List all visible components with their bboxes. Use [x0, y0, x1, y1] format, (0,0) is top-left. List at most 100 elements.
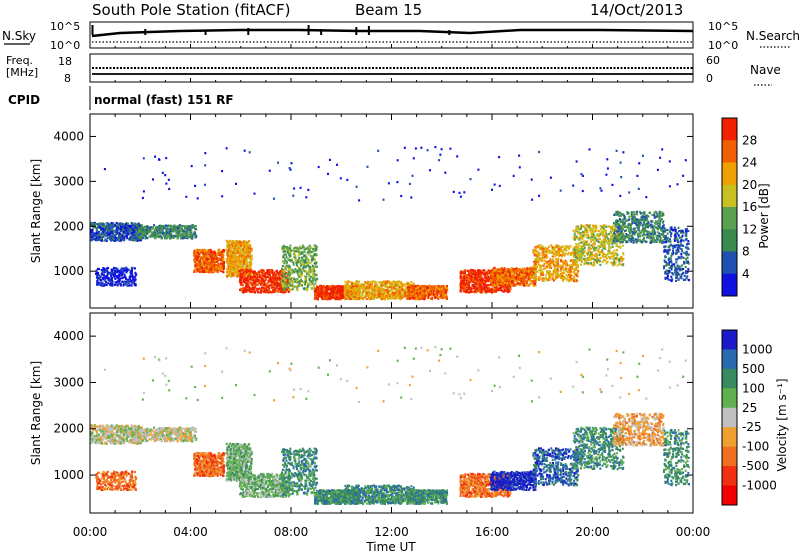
range-cell: [154, 236, 157, 239]
range-cell: [105, 280, 107, 284]
range-cell: [120, 270, 122, 273]
range-cell: [367, 289, 370, 293]
range-cell: [409, 296, 411, 300]
range-cell: [95, 236, 98, 239]
range-cell: [227, 267, 230, 270]
range-cell: [405, 291, 408, 294]
range-cell: [411, 294, 414, 297]
range-cell: [370, 297, 372, 300]
range-cell: [274, 278, 277, 281]
range-cell: [221, 253, 224, 256]
range-cell: [113, 234, 116, 237]
range-cell: [241, 260, 244, 263]
range-cell: [245, 270, 248, 273]
range-cell: [355, 296, 358, 299]
range-cell: [247, 275, 250, 278]
range-cell: [246, 264, 249, 268]
range-cell: [178, 226, 181, 229]
range-cell: [188, 233, 191, 236]
range-cell: [350, 282, 353, 285]
range-cell: [383, 289, 386, 292]
range-cell: [249, 276, 252, 279]
nsky-label: N.Sky: [2, 29, 36, 43]
range-cell: [104, 283, 107, 286]
range-cell: [275, 280, 278, 283]
range-cell: [250, 269, 253, 272]
range-cell: [186, 225, 189, 228]
range-cell: [394, 292, 397, 295]
range-cell: [199, 269, 202, 272]
range-cell: [414, 285, 417, 288]
range-cell: [164, 226, 167, 229]
range-cell: [348, 295, 351, 298]
range-cell: [203, 267, 206, 270]
range-cell: [123, 228, 126, 231]
range-cell: [102, 230, 105, 233]
range-cell: [329, 294, 332, 297]
range-cell: [222, 257, 225, 260]
range-cell: [357, 280, 360, 283]
range-cell: [208, 251, 211, 254]
range-cell: [314, 279, 317, 282]
range-cell: [239, 241, 242, 244]
range-cell: [234, 262, 237, 265]
range-cell: [383, 291, 386, 294]
range-cell: [359, 284, 362, 287]
range-cell: [289, 288, 292, 291]
range-cell: [245, 269, 248, 272]
range-cell: [92, 234, 95, 238]
range-cell: [130, 270, 133, 273]
range-cell: [307, 259, 310, 262]
range-cell: [375, 283, 378, 286]
range-cell: [272, 273, 275, 276]
range-cell: [294, 280, 296, 283]
range-cell: [337, 287, 340, 290]
range-cell: [158, 226, 161, 229]
range-cell: [233, 265, 236, 268]
range-cell: [207, 263, 210, 266]
range-cell: [287, 280, 290, 283]
range-cell: [249, 282, 252, 285]
range-cell: [284, 267, 287, 270]
range-cell: [432, 289, 435, 293]
range-cell: [271, 276, 274, 279]
range-cell: [416, 284, 418, 288]
range-cell: [120, 222, 123, 225]
range-cell: [231, 274, 234, 277]
range-cell: [304, 282, 307, 285]
range-cell: [231, 268, 234, 271]
range-cell: [416, 297, 419, 300]
range-cell: [119, 239, 122, 242]
range-cell: [135, 273, 138, 276]
range-cell: [425, 294, 428, 297]
range-cell: [159, 230, 162, 233]
range-cell: [503, 288, 506, 291]
range-cell: [397, 297, 400, 300]
range-cell: [240, 265, 243, 268]
range-cell: [296, 250, 299, 253]
range-cell: [173, 226, 176, 229]
range-cell: [221, 259, 224, 262]
range-cell: [307, 285, 310, 288]
range-cell: [290, 249, 293, 252]
range-cell: [389, 293, 392, 296]
range-cell: [255, 280, 258, 283]
range-cell: [298, 284, 301, 287]
range-cell: [111, 232, 114, 235]
range-cell: [219, 269, 222, 272]
range-cell: [123, 274, 126, 277]
range-cell: [97, 223, 100, 226]
range-cell: [250, 273, 252, 276]
range-cell: [195, 234, 198, 237]
range-cell: [123, 226, 126, 229]
range-cell: [270, 283, 273, 286]
range-cell: [281, 279, 284, 282]
range-cell: [300, 247, 303, 250]
range-cell: [119, 228, 122, 231]
range-cell: [256, 289, 259, 292]
range-cell: [288, 254, 291, 257]
range-cell: [111, 227, 114, 230]
range-cell: [119, 283, 122, 286]
range-cell: [270, 281, 273, 284]
range-cell: [257, 271, 260, 274]
